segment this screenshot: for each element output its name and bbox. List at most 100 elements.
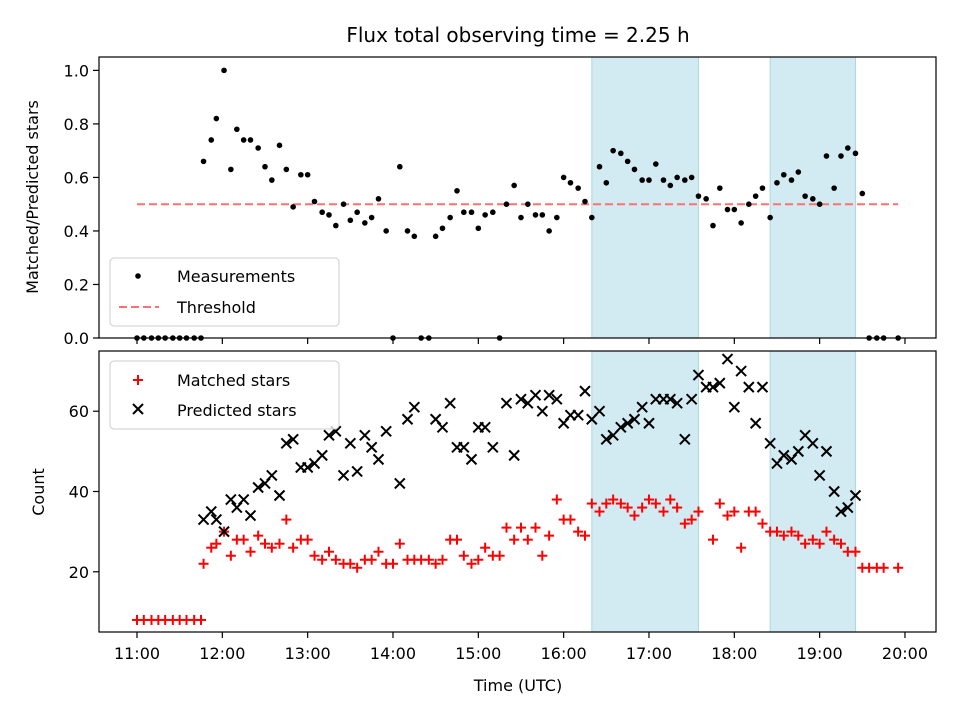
measurement-point: [213, 115, 220, 122]
measurement-point: [788, 177, 795, 183]
y-tick-label: 0.2: [64, 275, 89, 294]
measurement-point: [589, 214, 595, 221]
measurement-point: [404, 228, 411, 234]
measurement-point: [200, 158, 207, 165]
predicted-star-point: [600, 433, 613, 446]
matched-star-point: [814, 538, 825, 549]
matched-star-point: [594, 506, 605, 517]
predicted-star-point: [643, 417, 655, 429]
matched-star-point: [206, 542, 217, 553]
predicted-star-point: [351, 465, 363, 478]
predicted-star-point: [529, 389, 542, 401]
matched-star-point: [480, 542, 491, 553]
matched-star-point: [281, 514, 292, 525]
matched-star-point: [387, 558, 398, 569]
predicted-star-point: [337, 469, 350, 482]
predicted-star-point: [551, 393, 563, 405]
measurement-point: [447, 214, 453, 221]
predicted-star-point: [515, 393, 527, 405]
top-ylabel: Matched/Predicted stars: [23, 100, 42, 294]
predicted-star-point: [707, 381, 719, 393]
predicted-star-point: [500, 397, 513, 409]
measurement-point: [326, 212, 332, 218]
measurement-point: [340, 201, 347, 207]
measurement-point: [228, 166, 234, 173]
measurement-point: [703, 196, 709, 202]
measurement-point: [518, 214, 524, 221]
matched-star-point: [352, 562, 363, 573]
matched-star-point: [793, 530, 804, 541]
matched-star-point: [437, 554, 448, 565]
predicted-star-point: [828, 485, 840, 498]
measurement-point: [333, 222, 339, 229]
measurement-point: [631, 166, 638, 173]
predicted-star-point: [756, 381, 769, 393]
x-tick-label: 15:00: [455, 644, 501, 663]
measurement-point: [461, 209, 467, 216]
matched-star-point: [650, 498, 661, 509]
y-tick-label: 0.4: [64, 222, 89, 241]
predicted-star-point: [593, 405, 606, 417]
measurement-point: [468, 209, 475, 216]
measurement-point: [795, 169, 802, 175]
measurement-point: [695, 193, 702, 199]
matched-star-point: [451, 534, 462, 545]
top-legend: Measurements Threshold: [109, 257, 340, 327]
predicted-star-point: [615, 421, 627, 433]
predicted-star-point: [458, 441, 470, 454]
predicted-star-point: [210, 513, 223, 526]
matched-star-point: [893, 562, 904, 573]
matched-star-point: [707, 534, 718, 545]
measurement-point: [752, 193, 759, 199]
x-tick-label: 17:00: [626, 644, 672, 663]
matched-star-point: [579, 530, 590, 541]
predicted-star-point: [218, 525, 230, 538]
shaded-interval: [591, 56, 699, 339]
predicted-star-point: [252, 481, 264, 494]
x-tick-label: 12:00: [199, 644, 245, 663]
predicted-star-point: [401, 413, 414, 425]
predicted-star-point: [436, 421, 449, 433]
measurement-point: [439, 225, 446, 232]
matched-star-point: [800, 538, 811, 549]
predicted-star-point: [842, 501, 854, 514]
measurement-point: [682, 177, 688, 183]
y-tick-label: 0.6: [64, 168, 89, 187]
predicted-star-point: [323, 429, 335, 442]
matched-star-point: [679, 518, 690, 529]
measurement-point: [554, 214, 560, 221]
matched-star-point: [750, 506, 761, 517]
x-tick-label: 16:00: [541, 644, 587, 663]
measurement-point: [567, 179, 574, 186]
predicted-star-point: [543, 389, 555, 401]
matched-star-point: [537, 550, 548, 561]
matched-star-point: [771, 526, 782, 537]
predicted-star-point: [508, 449, 520, 462]
matched-star-point: [473, 554, 484, 565]
predicted-star-point: [237, 493, 250, 506]
measurement-point: [823, 153, 830, 159]
measurement-point: [810, 196, 816, 202]
matched-star-point: [466, 558, 477, 569]
matched-star-point: [544, 530, 555, 541]
measurement-point: [759, 185, 766, 191]
measurement-point: [781, 171, 787, 178]
measurement-point: [511, 182, 517, 189]
matched-star-point: [515, 522, 526, 533]
matched-star-point: [807, 534, 818, 545]
measurement-point: [411, 233, 418, 240]
matched-star-point: [288, 542, 299, 553]
legend-predicted-marker: [132, 403, 144, 415]
measurement-point: [582, 198, 588, 205]
x-axis-label: Time (UTC): [473, 676, 562, 695]
measurement-point: [208, 137, 215, 143]
top-panel: 0.0 0.2 0.4 0.6 0.8 1.0 Matched/Predicted sta…: [23, 56, 937, 348]
legend-predicted-label: Predicted stars: [177, 401, 297, 420]
matched-star-point: [672, 502, 683, 513]
matched-star-point: [643, 494, 654, 505]
measurement-point: [596, 163, 603, 170]
matched-star-point: [686, 514, 697, 525]
matched-star-point: [225, 550, 236, 561]
matched-star-point: [345, 558, 356, 569]
measurement-point: [525, 201, 531, 207]
